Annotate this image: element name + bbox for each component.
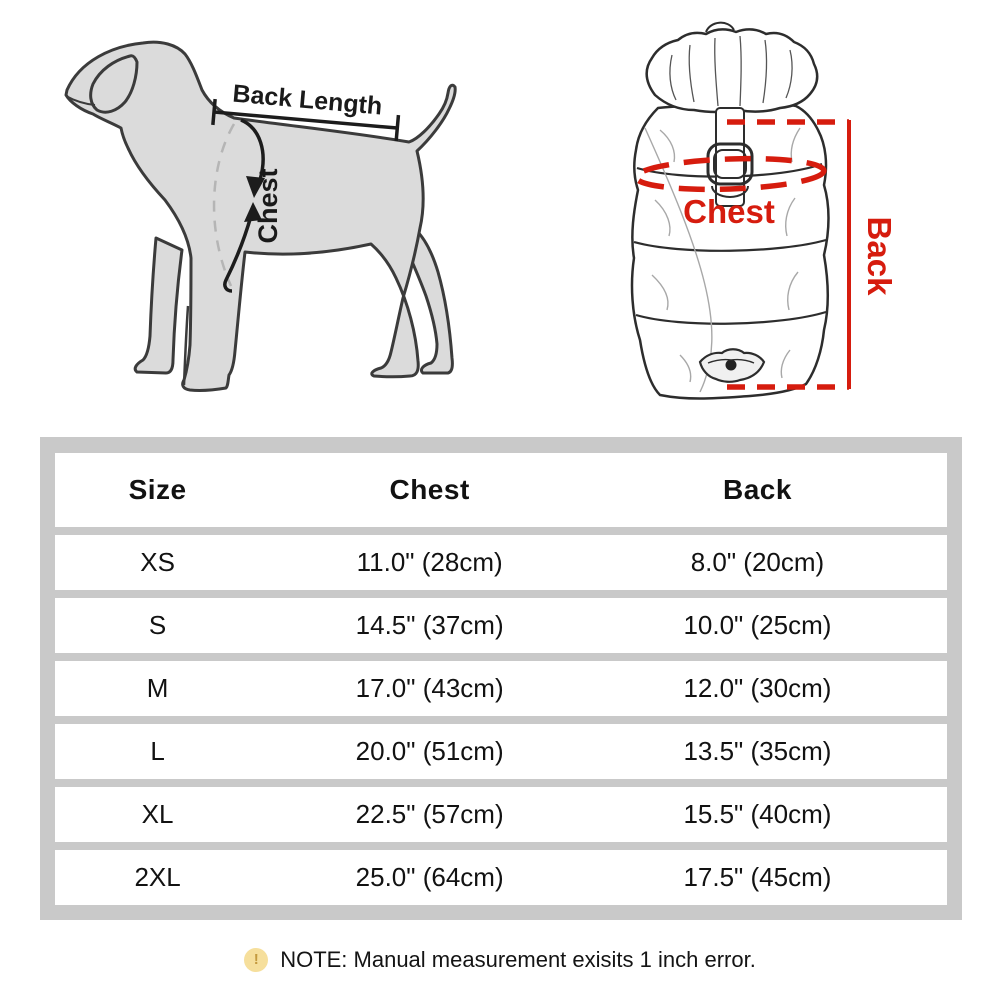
measurement-note: ! NOTE: Manual measurement exisits 1 inc…	[0, 938, 1000, 982]
warning-icon: !	[244, 948, 269, 972]
cell-back: 15.5" (40cm)	[683, 799, 832, 829]
dog-mouth-line	[65, 95, 96, 106]
header-back: Back	[722, 474, 792, 505]
table-row: S 14.5" (37cm) 10.0" (25cm)	[55, 598, 947, 653]
table-row: M 17.0" (43cm) 12.0" (30cm)	[55, 661, 947, 716]
vest-d-ring-inner	[713, 149, 747, 179]
dog-far-rear-leg	[396, 228, 454, 375]
dog-chest-dashed-line	[212, 123, 236, 287]
vest-back-label: Back	[861, 217, 898, 297]
cell-size: M	[146, 673, 169, 703]
cell-chest: 17.0" (43cm)	[355, 673, 504, 703]
cell-chest: 22.5" (57cm)	[355, 799, 504, 829]
cell-chest: 25.0" (64cm)	[355, 862, 504, 892]
vest-chest-label: Chest	[683, 193, 775, 230]
size-table-header-row: Size Chest Back	[55, 453, 947, 527]
vest-d-ring-loop	[711, 185, 749, 198]
measurement-diagram: Chest Back Length	[64, 21, 898, 400]
table-row: XL 22.5" (57cm) 15.5" (40cm)	[55, 787, 947, 842]
note-text: NOTE: Manual measurement exisits 1 inch …	[280, 947, 756, 972]
cell-chest: 11.0" (28cm)	[356, 547, 503, 577]
cell-back: 10.0" (25cm)	[683, 610, 832, 640]
vest-d-ring-outer	[706, 142, 754, 186]
header-chest: Chest	[389, 474, 470, 505]
dog-ear	[89, 54, 139, 114]
dog-far-front-leg	[133, 236, 184, 375]
cell-chest: 20.0" (51cm)	[355, 736, 504, 766]
vest-illustration: Chest Back	[630, 21, 898, 400]
vest-collar-crinkles	[669, 35, 793, 107]
size-table: Size Chest Back XS 11.0" (28cm) 8.0" (20…	[40, 437, 962, 920]
vest-badge-wings	[707, 358, 755, 364]
vest-chest-dashed-ellipse	[633, 155, 827, 193]
cell-back: 17.5" (45cm)	[683, 862, 832, 892]
cell-size: XL	[141, 799, 174, 829]
table-row: L 20.0" (51cm) 13.5" (35cm)	[55, 724, 947, 779]
dog-illustration: Chest Back Length	[64, 40, 457, 392]
cell-size: L	[150, 736, 165, 766]
table-row: XS 11.0" (28cm) 8.0" (20cm)	[55, 535, 947, 590]
dog-leg-split-line	[182, 305, 190, 386]
cell-size: 2XL	[134, 862, 181, 892]
vest-top-loop	[705, 21, 735, 33]
vest-seam-2	[633, 238, 827, 252]
cell-back: 8.0" (20cm)	[690, 547, 825, 577]
vest-badge-emblem	[725, 359, 737, 371]
dog-chest-arrowhead-up	[244, 202, 262, 222]
dog-body	[64, 40, 457, 392]
dog-chest-label: Chest	[253, 168, 283, 243]
cell-chest: 14.5" (37cm)	[355, 610, 504, 640]
cell-size: XS	[140, 547, 175, 577]
vest-seam-3	[635, 310, 827, 325]
table-row: 2XL 25.0" (64cm) 17.5" (45cm)	[55, 850, 947, 905]
cell-size: S	[148, 610, 167, 640]
cell-back: 13.5" (35cm)	[683, 736, 832, 766]
dog-chest-arrowhead-down	[246, 176, 265, 198]
cell-back: 12.0" (30cm)	[683, 673, 832, 703]
dog-chest-arrow-top	[240, 118, 265, 181]
dog-chest-arrow-bottom	[223, 215, 253, 293]
header-size: Size	[128, 474, 187, 505]
